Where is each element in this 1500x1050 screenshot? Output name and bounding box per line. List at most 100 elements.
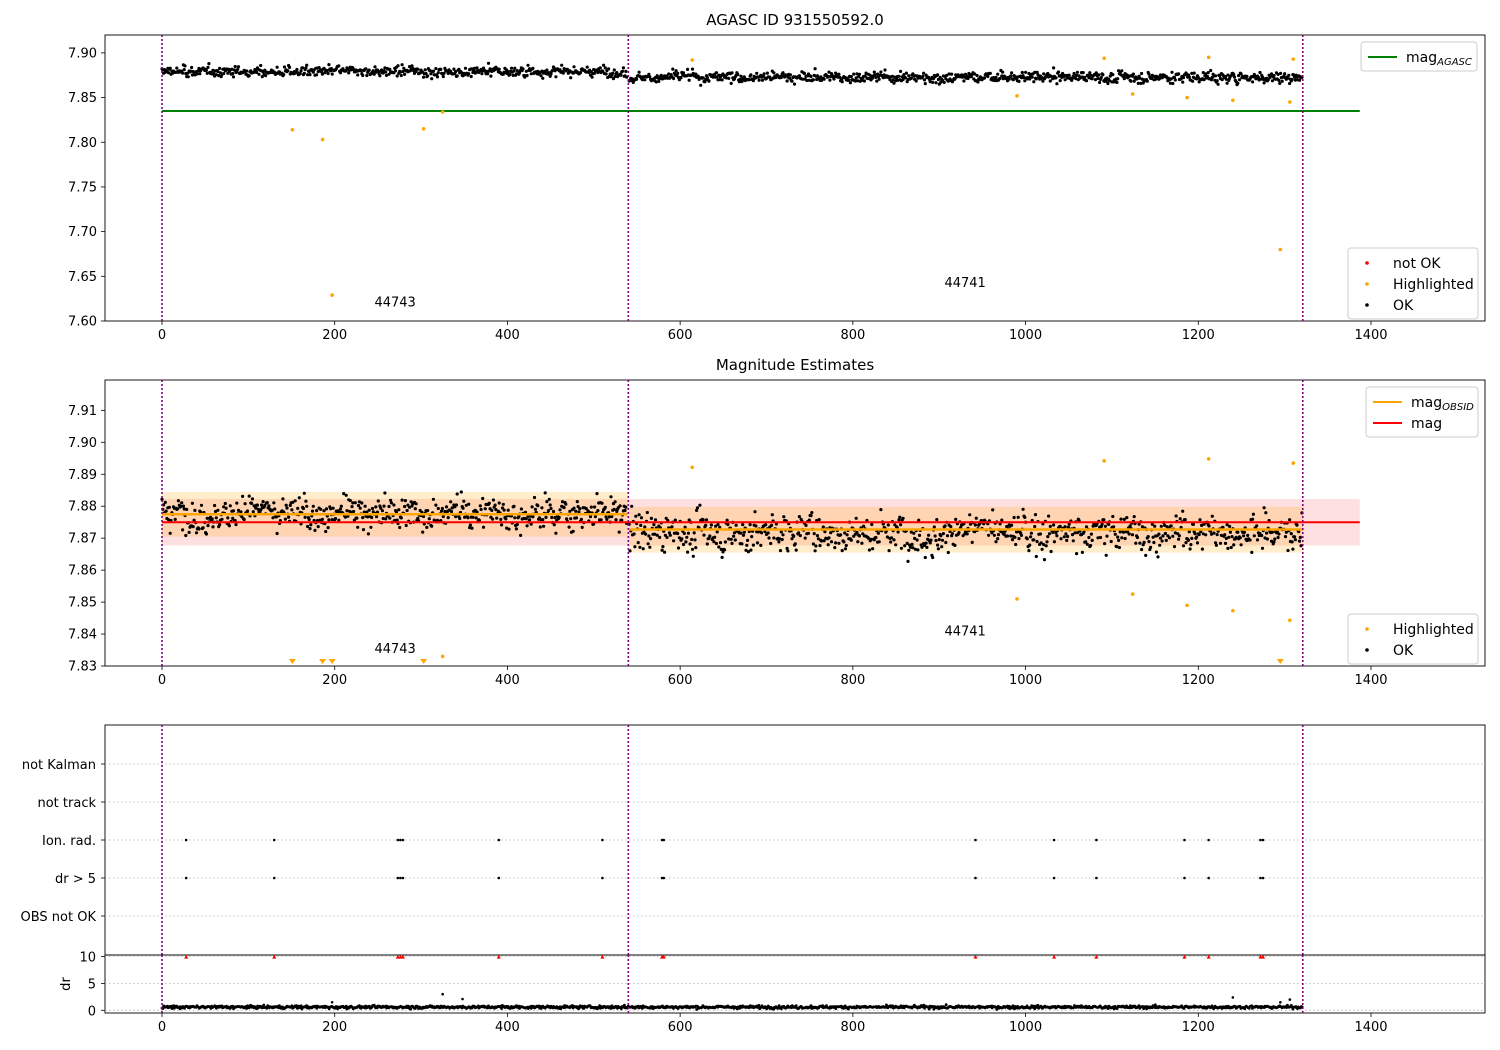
estimates-ok-point — [856, 540, 860, 544]
agasc-ok-point — [306, 73, 310, 77]
agasc-ok-point — [206, 65, 210, 69]
dr-point — [1129, 1004, 1132, 1007]
agasc-ok-point — [275, 65, 279, 69]
estimates-ok-point — [1290, 540, 1294, 544]
agasc-ok-point — [855, 72, 859, 76]
agasc-ok-point — [1051, 77, 1055, 81]
agasc-ok-point — [998, 76, 1002, 81]
agasc-ok-point — [760, 78, 765, 82]
estimates-ok-point — [440, 509, 444, 513]
estimates-ok-point — [458, 516, 462, 521]
estimates-ok-point — [933, 534, 937, 538]
agasc-ok-point — [1111, 73, 1115, 77]
agasc-ok-point — [410, 64, 414, 68]
estimates-ok-point — [1260, 546, 1265, 550]
estimates-ok-point — [1200, 523, 1204, 528]
agasc-ok-point — [772, 71, 776, 75]
agasc-ok-point — [257, 72, 261, 76]
estimates-ok-point — [950, 532, 955, 536]
agasc-ok-point — [1135, 76, 1140, 81]
estimates-ok-point — [953, 543, 957, 548]
estimates-ok-point — [804, 523, 808, 528]
estimates-ok-point — [1085, 542, 1089, 546]
agasc-ok-point — [707, 79, 711, 83]
estimates-ok-point — [329, 507, 333, 511]
agasc-ok-point — [785, 79, 789, 83]
estimates-ok-point — [834, 541, 838, 545]
agasc-ok-point — [1232, 73, 1236, 77]
estimates-ok-point — [733, 538, 737, 542]
agasc-ok-point — [643, 78, 647, 82]
agasc-ok-point — [295, 67, 299, 72]
agasc-ok-point — [681, 71, 686, 75]
estimates-ok-point — [857, 534, 862, 538]
estimates-ok-point — [231, 516, 235, 521]
dr-point — [358, 1004, 361, 1008]
estimates-ok-point — [384, 517, 388, 521]
agasc-ok-point — [454, 70, 458, 74]
dr-point — [794, 1004, 798, 1007]
dr-x-tick-label: 600 — [668, 1020, 693, 1035]
estimates-ok-point — [1264, 511, 1268, 515]
estimates-ok-point — [507, 527, 511, 531]
estimates-ok-point — [265, 501, 269, 505]
agasc-ok-point — [994, 75, 998, 80]
estimates-ok-point — [263, 503, 267, 507]
agasc-ok-point — [1041, 79, 1045, 83]
estimates-ok-point — [673, 518, 677, 522]
estimates-ok-point — [869, 537, 873, 542]
agasc-ok-point — [560, 63, 564, 67]
agasc-ok-point — [260, 75, 264, 79]
estimates-ok-point — [291, 500, 295, 504]
estimates-ok-point — [179, 504, 183, 508]
agasc-ok-point — [430, 77, 434, 81]
agasc-ok-point — [1096, 76, 1100, 81]
estimates-ok-point — [430, 524, 434, 528]
estimates-ok-point — [1276, 535, 1280, 540]
estimates-ok-point — [434, 503, 438, 507]
agasc-ok-point — [435, 75, 440, 79]
estimates-ok-point — [356, 503, 361, 508]
agasc-ok-point — [892, 81, 896, 85]
estimates-ok-point — [275, 531, 279, 536]
agasc-ok-point — [347, 71, 351, 75]
estimates-ok-point — [1047, 514, 1051, 518]
estimates-ok-point — [251, 510, 255, 514]
estimates-ok-point — [719, 547, 723, 552]
flag-event-point — [1259, 876, 1262, 880]
estimates-ok-point — [463, 515, 467, 519]
estimates-ok-point — [912, 531, 916, 535]
estimates-ok-point — [216, 508, 220, 512]
estimates-ok-point — [1169, 524, 1173, 528]
agasc-highlighted-point — [1102, 56, 1106, 61]
flag-event-point — [396, 838, 400, 842]
estimates-ok-point — [1010, 523, 1014, 527]
agasc-ok-point — [747, 78, 751, 82]
estimates-ok-point — [167, 518, 171, 522]
estimates-ok-point — [1028, 543, 1032, 547]
agasc-ok-point — [416, 67, 420, 71]
agasc-ok-point — [811, 78, 816, 82]
estimates-ok-point — [490, 508, 494, 512]
estimates-ok-point — [820, 539, 824, 543]
flag-event-point — [184, 876, 188, 880]
agasc-ok-point — [1054, 76, 1058, 80]
estimates-ok-point — [184, 533, 188, 538]
agasc-ok-point — [822, 77, 826, 81]
estimates-ok-point — [692, 531, 696, 535]
estimates-x-tick-label: 1400 — [1354, 673, 1387, 688]
agasc-ok-point — [371, 69, 375, 73]
agasc-ok-point — [337, 64, 341, 68]
estimates-ok-point — [1123, 536, 1127, 541]
agasc-ok-point — [1258, 70, 1262, 75]
estimates-ok-point — [348, 499, 352, 503]
estimates-ok-point — [176, 499, 180, 503]
agasc-ok-point — [602, 63, 606, 67]
dr-outlier-point — [441, 992, 444, 996]
estimates-ok-point — [973, 530, 977, 534]
estimates-ok-point — [220, 517, 224, 521]
estimates-ok-point — [755, 541, 760, 545]
estimates-ok-point — [1066, 525, 1070, 529]
estimates-ok-point — [1054, 531, 1058, 535]
agasc-ok-point — [529, 72, 533, 76]
